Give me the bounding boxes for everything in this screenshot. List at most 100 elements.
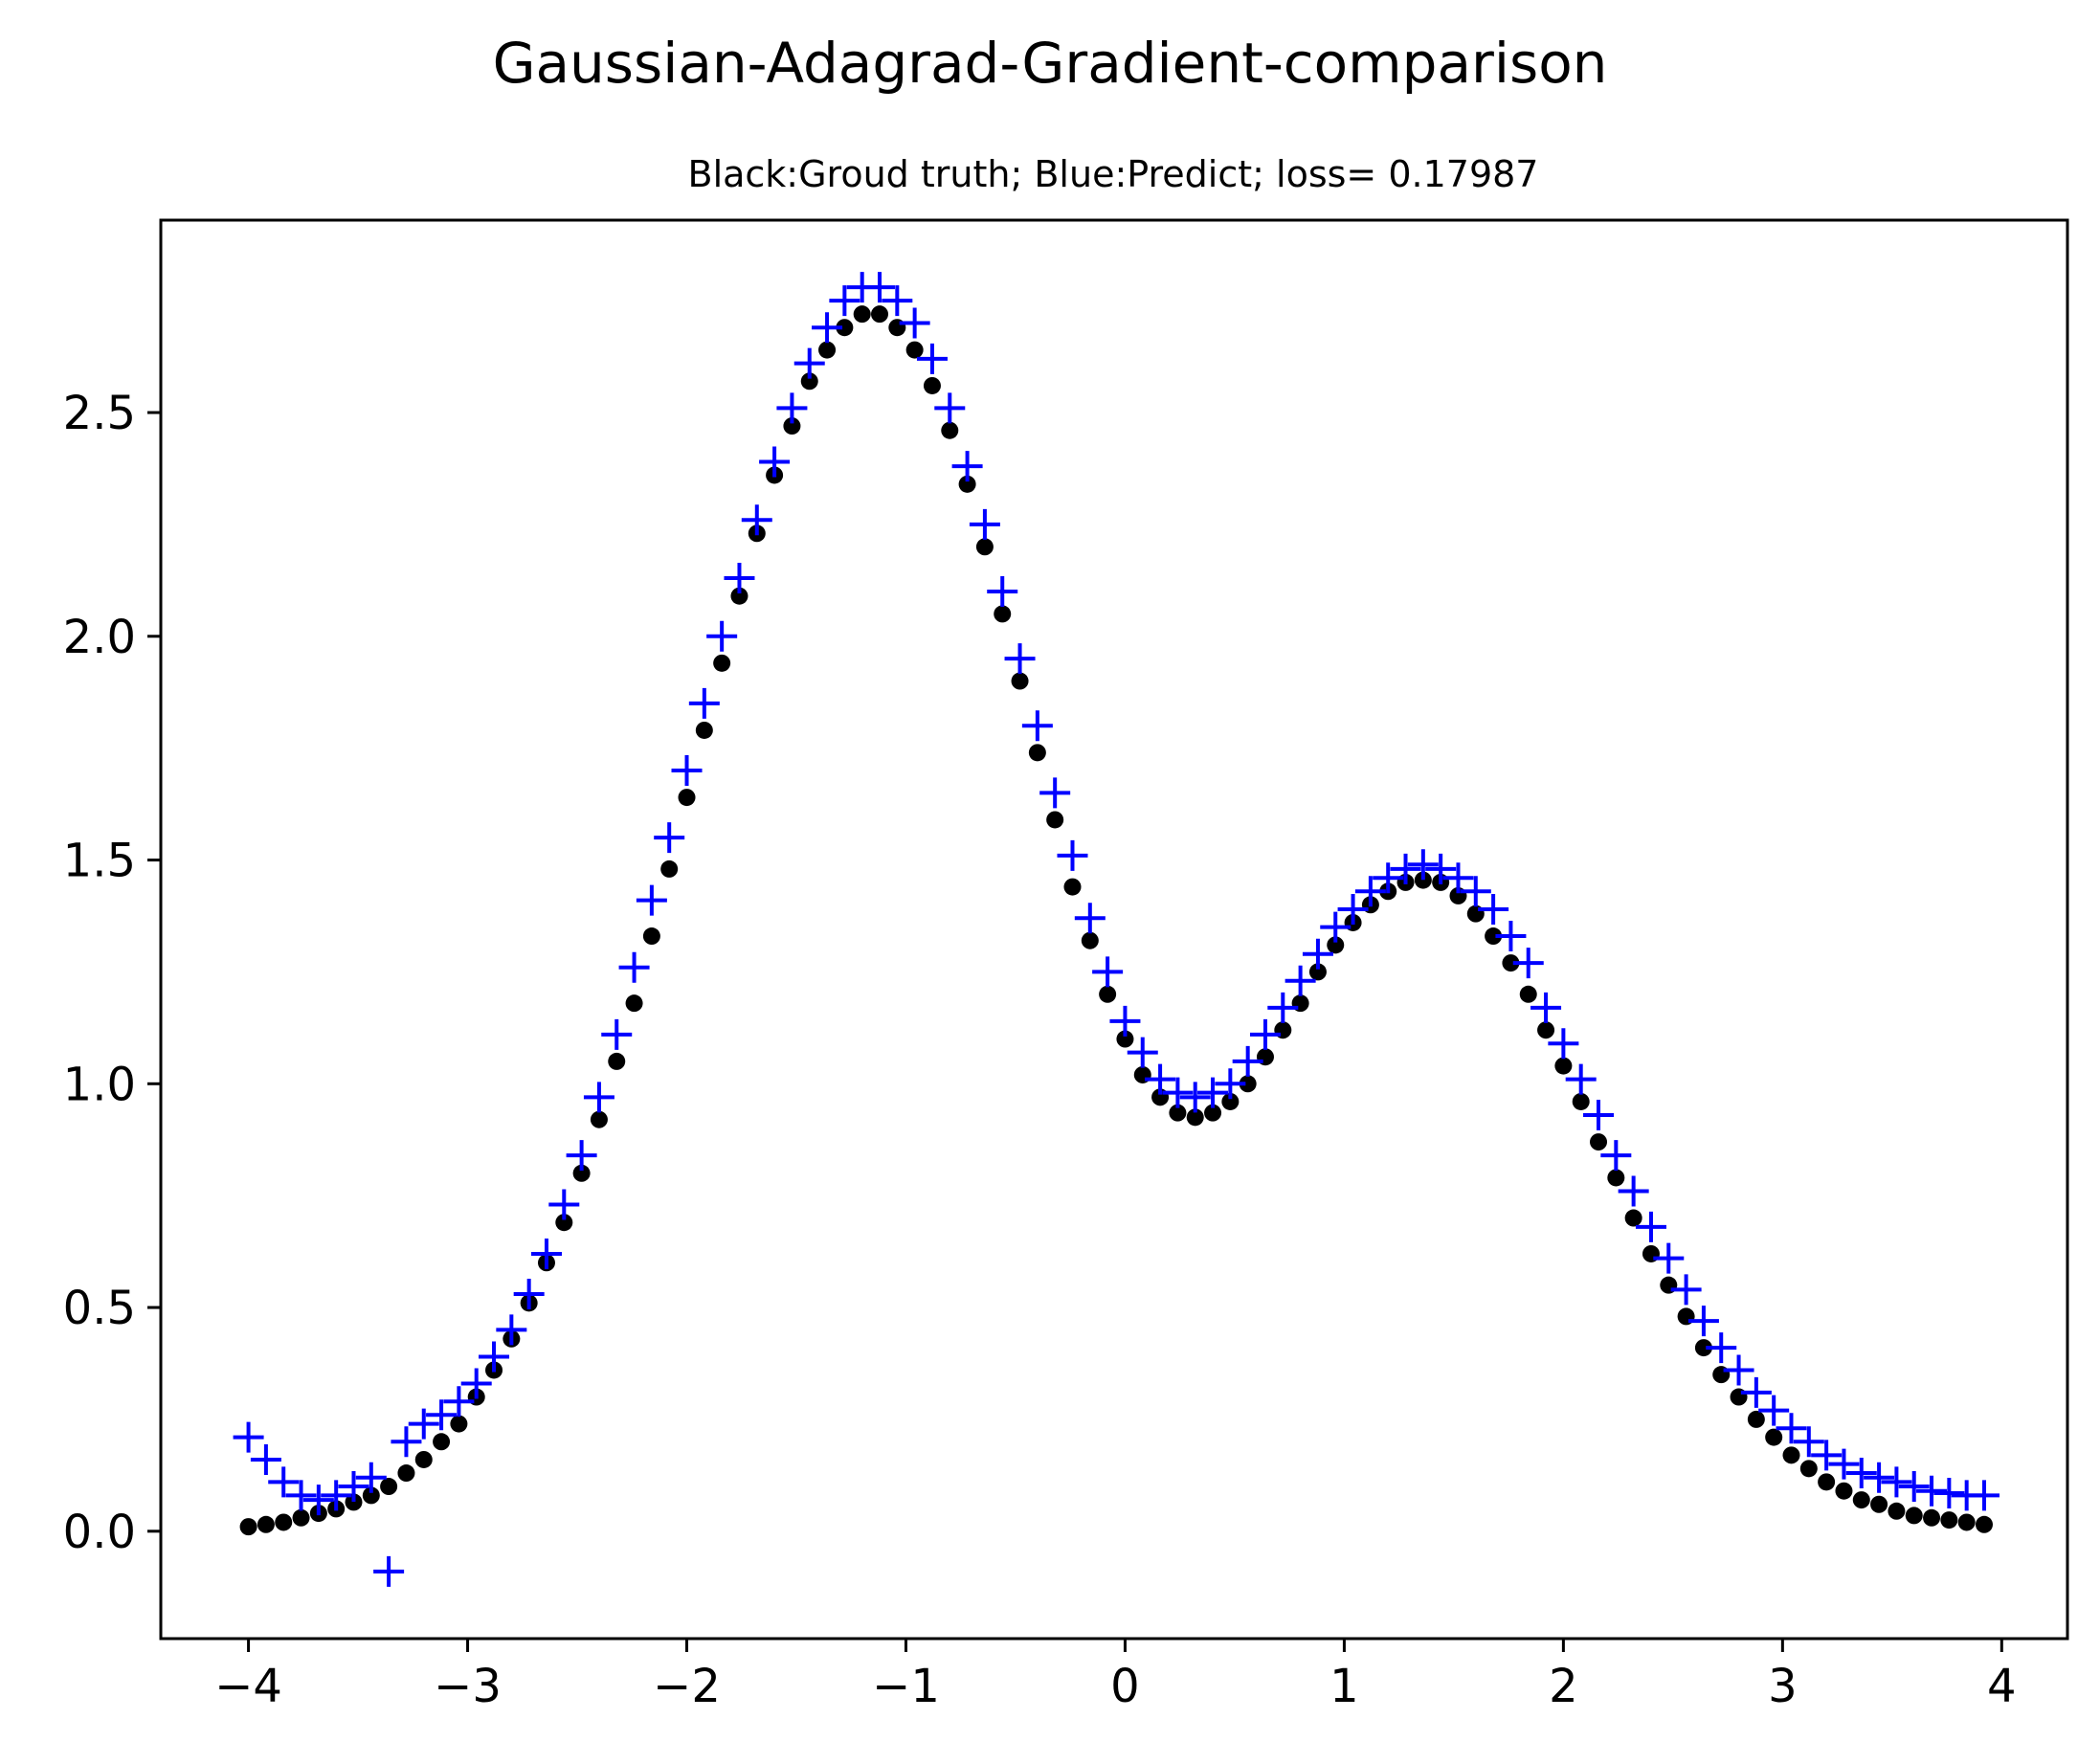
predict-point — [1390, 853, 1421, 884]
ground-truth-point — [1607, 1169, 1625, 1187]
predict-point — [1057, 839, 1088, 871]
ground-truth-point — [1204, 1104, 1222, 1122]
ground-truth-point — [975, 538, 994, 556]
ground-truth-point — [362, 1486, 380, 1505]
ground-truth-point — [1537, 1021, 1555, 1039]
ground-truth-point — [1327, 936, 1345, 954]
ground-truth-series — [239, 305, 1993, 1536]
y-tick-label: 2.0 — [63, 611, 136, 664]
predict-point — [1425, 853, 1457, 884]
predict-point — [1021, 710, 1053, 742]
predict-point — [460, 1368, 492, 1399]
ground-truth-point — [433, 1433, 451, 1451]
predict-point — [1162, 1077, 1194, 1108]
ground-truth-point — [941, 421, 959, 439]
predict-point — [1600, 1140, 1632, 1172]
predict-point — [530, 1238, 562, 1269]
predict-point — [1845, 1458, 1877, 1489]
ground-truth-point — [994, 605, 1012, 623]
predict-point — [601, 1018, 633, 1050]
predict-point — [1337, 893, 1369, 925]
predict-point — [1004, 643, 1036, 675]
predict-point — [1512, 948, 1544, 979]
data-markers — [233, 272, 1999, 1587]
x-tick-label: −2 — [653, 1660, 721, 1713]
ground-truth-point — [905, 341, 924, 359]
predict-point — [951, 451, 983, 482]
predict-point — [1109, 1005, 1141, 1037]
predict-point — [759, 446, 791, 478]
predict-series — [233, 272, 1999, 1587]
x-tick-label: 0 — [1110, 1660, 1140, 1713]
predict-point — [321, 1480, 352, 1511]
predict-point — [1881, 1466, 1912, 1498]
predict-point — [566, 1140, 597, 1172]
predict-point — [1828, 1448, 1860, 1480]
ground-truth-point — [345, 1493, 363, 1511]
predict-point — [1442, 862, 1474, 894]
predict-point — [776, 392, 808, 424]
y-tick-label: 2.5 — [63, 387, 136, 440]
ground-truth-point — [1572, 1092, 1590, 1110]
ground-truth-point — [414, 1450, 433, 1468]
predict-point — [268, 1466, 300, 1498]
plot-frame — [159, 218, 2069, 1641]
x-tick-label: −1 — [872, 1660, 940, 1713]
predict-point — [233, 1421, 264, 1453]
predict-point — [1864, 1462, 1895, 1493]
predict-point — [882, 285, 913, 317]
ground-truth-point — [713, 654, 731, 672]
predict-point — [1548, 1028, 1579, 1060]
ground-truth-point — [625, 994, 643, 1013]
predict-point — [987, 576, 1018, 608]
ground-truth-point — [572, 1164, 591, 1182]
predict-point — [741, 504, 772, 536]
predict-point — [654, 822, 685, 854]
predict-point — [1565, 1063, 1597, 1095]
predict-point — [671, 755, 703, 787]
predict-point — [829, 285, 860, 317]
ground-truth-point — [1782, 1446, 1800, 1464]
predict-point — [812, 312, 843, 344]
ground-truth-point — [1186, 1108, 1204, 1127]
ground-truth-point — [1870, 1495, 1888, 1513]
predict-point — [1635, 1211, 1666, 1242]
predict-point — [302, 1485, 334, 1516]
predict-point — [1968, 1480, 1999, 1511]
ground-truth-point — [1835, 1482, 1853, 1500]
predict-point — [391, 1426, 422, 1458]
ground-truth-point — [1888, 1502, 1906, 1520]
ground-truth-point — [1940, 1511, 1958, 1530]
predict-point — [1460, 876, 1491, 907]
predict-point — [1776, 1413, 1807, 1444]
y-tick-label: 0.5 — [63, 1282, 136, 1335]
predict-point — [1302, 938, 1333, 970]
predict-point — [373, 1555, 405, 1587]
ground-truth-point — [1414, 871, 1432, 889]
ground-truth-point — [1519, 985, 1537, 1003]
ground-truth-point — [1852, 1491, 1870, 1509]
x-tick-label: 1 — [1329, 1660, 1359, 1713]
ground-truth-point — [1308, 963, 1327, 981]
predict-point — [583, 1082, 614, 1113]
ground-truth-point — [818, 341, 837, 359]
predict-point — [1039, 777, 1071, 809]
predict-point — [934, 392, 966, 424]
predict-point — [1407, 849, 1439, 881]
ground-truth-point — [660, 860, 679, 878]
predict-point — [618, 951, 650, 983]
predict-point — [426, 1399, 458, 1431]
ground-truth-point — [608, 1052, 626, 1070]
ground-truth-point — [958, 475, 976, 493]
ground-truth-point — [1923, 1508, 1941, 1527]
ground-truth-point — [397, 1464, 415, 1483]
y-tick-label: 1.0 — [63, 1058, 136, 1111]
ground-truth-point — [239, 1518, 257, 1536]
predict-point — [548, 1189, 580, 1220]
axis-ticks: −4 −3 −2 −1 0 1 2 3 4 0.0 0.5 1.0 1.5 2.0 2.5 — [63, 387, 2017, 1713]
ground-truth-point — [783, 417, 801, 435]
predict-point — [1811, 1440, 1843, 1471]
predict-point — [1495, 921, 1527, 952]
x-tick-label: −4 — [214, 1660, 282, 1713]
predict-point — [1127, 1037, 1158, 1068]
